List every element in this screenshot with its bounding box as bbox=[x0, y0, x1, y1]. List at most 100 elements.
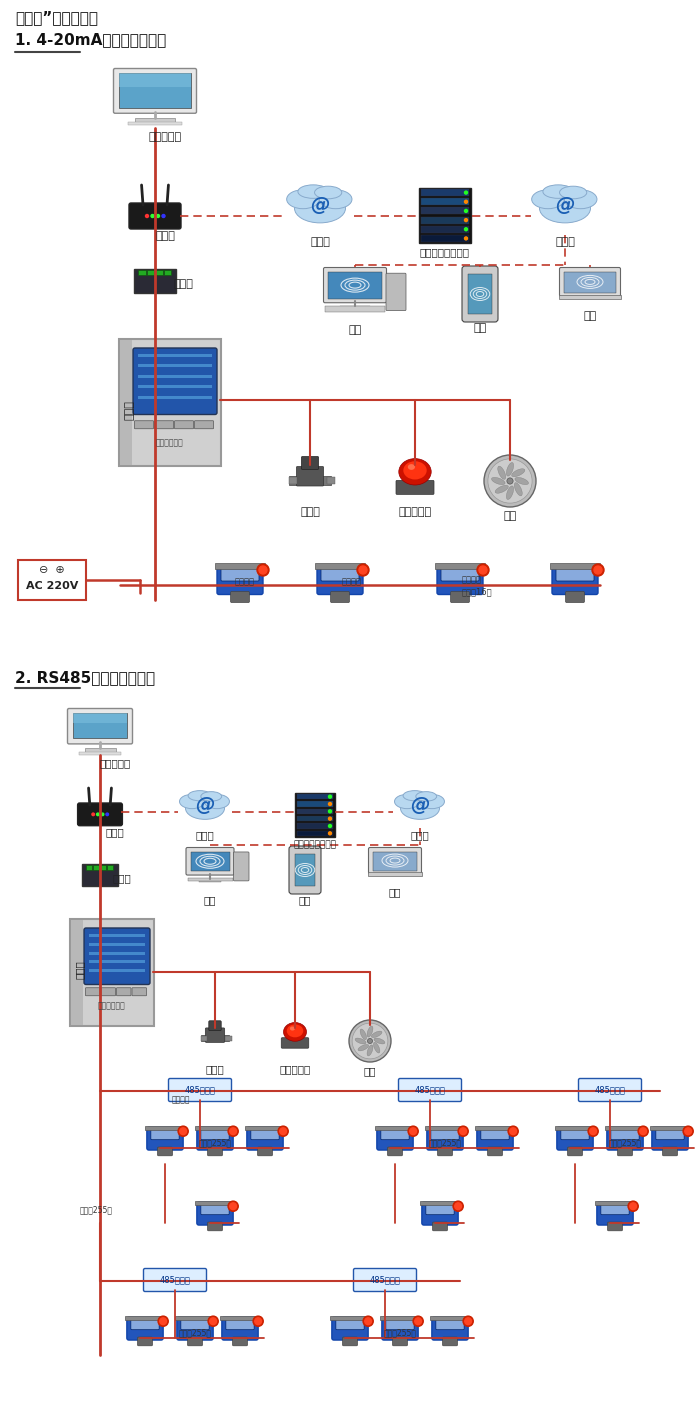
Circle shape bbox=[465, 1318, 472, 1324]
Bar bbox=[89, 951, 145, 954]
FancyBboxPatch shape bbox=[289, 846, 321, 893]
FancyBboxPatch shape bbox=[186, 847, 234, 875]
Bar bbox=[245, 1126, 285, 1130]
Bar bbox=[188, 878, 232, 881]
Bar bbox=[125, 1316, 165, 1320]
FancyBboxPatch shape bbox=[302, 456, 318, 470]
FancyBboxPatch shape bbox=[247, 1127, 283, 1150]
FancyBboxPatch shape bbox=[174, 421, 193, 429]
Bar bbox=[100, 865, 106, 870]
Bar bbox=[138, 386, 212, 388]
Text: 互联网: 互联网 bbox=[411, 830, 429, 840]
Text: 信号输出: 信号输出 bbox=[462, 575, 482, 584]
FancyBboxPatch shape bbox=[101, 988, 116, 996]
FancyBboxPatch shape bbox=[617, 1147, 633, 1155]
Ellipse shape bbox=[491, 477, 505, 484]
Bar bbox=[650, 1126, 690, 1130]
Text: 485中继器: 485中继器 bbox=[594, 1085, 625, 1095]
Bar bbox=[138, 364, 212, 367]
Bar bbox=[330, 1316, 370, 1320]
Text: 路由器: 路由器 bbox=[155, 231, 175, 241]
Circle shape bbox=[453, 1202, 463, 1211]
Bar bbox=[71, 920, 83, 1026]
Bar bbox=[327, 477, 335, 484]
Text: 可连接255台: 可连接255台 bbox=[608, 1138, 641, 1147]
Text: 可连接255台: 可连接255台 bbox=[178, 1328, 211, 1337]
FancyBboxPatch shape bbox=[134, 421, 153, 429]
Text: 声光报警器: 声光报警器 bbox=[279, 1064, 311, 1074]
Bar bbox=[107, 865, 113, 870]
Text: 转换器: 转换器 bbox=[113, 872, 132, 884]
Text: 单机版电脑: 单机版电脑 bbox=[99, 758, 131, 768]
Ellipse shape bbox=[298, 184, 328, 198]
Circle shape bbox=[257, 564, 269, 575]
Bar bbox=[555, 1126, 595, 1130]
Circle shape bbox=[208, 1316, 218, 1327]
FancyBboxPatch shape bbox=[568, 1147, 582, 1155]
FancyBboxPatch shape bbox=[438, 1147, 452, 1155]
Ellipse shape bbox=[559, 186, 587, 198]
Ellipse shape bbox=[495, 485, 508, 494]
Text: 信号输出: 信号输出 bbox=[342, 577, 362, 585]
FancyBboxPatch shape bbox=[566, 591, 584, 602]
Text: 报警控制主机: 报警控制主机 bbox=[98, 1002, 126, 1010]
Bar bbox=[328, 272, 382, 298]
Bar bbox=[595, 1200, 635, 1206]
Text: @: @ bbox=[410, 796, 430, 816]
Text: 485中继器: 485中继器 bbox=[185, 1085, 216, 1095]
FancyBboxPatch shape bbox=[607, 1127, 643, 1150]
Bar bbox=[421, 217, 469, 224]
FancyBboxPatch shape bbox=[481, 1130, 509, 1140]
FancyBboxPatch shape bbox=[396, 480, 434, 494]
Ellipse shape bbox=[399, 459, 431, 485]
FancyBboxPatch shape bbox=[201, 1204, 229, 1214]
Circle shape bbox=[484, 454, 536, 507]
Bar bbox=[89, 969, 145, 972]
Bar bbox=[73, 713, 127, 739]
FancyBboxPatch shape bbox=[611, 1130, 639, 1140]
Circle shape bbox=[102, 813, 104, 816]
Bar bbox=[297, 816, 333, 822]
Ellipse shape bbox=[360, 1029, 367, 1040]
Circle shape bbox=[638, 1126, 648, 1137]
Text: 互联网: 互联网 bbox=[310, 236, 330, 248]
Ellipse shape bbox=[512, 469, 525, 477]
FancyBboxPatch shape bbox=[201, 1130, 229, 1140]
FancyBboxPatch shape bbox=[217, 566, 263, 595]
Circle shape bbox=[465, 191, 468, 194]
Bar bbox=[128, 122, 182, 125]
FancyBboxPatch shape bbox=[388, 1147, 402, 1155]
Ellipse shape bbox=[564, 190, 597, 208]
Bar bbox=[201, 1036, 230, 1041]
Circle shape bbox=[365, 1318, 372, 1324]
Circle shape bbox=[594, 566, 602, 574]
FancyBboxPatch shape bbox=[234, 853, 249, 881]
FancyBboxPatch shape bbox=[207, 1223, 223, 1231]
FancyBboxPatch shape bbox=[398, 1079, 461, 1102]
Bar bbox=[421, 189, 469, 196]
FancyBboxPatch shape bbox=[330, 591, 349, 602]
Ellipse shape bbox=[188, 791, 211, 801]
Circle shape bbox=[349, 1020, 391, 1062]
FancyBboxPatch shape bbox=[221, 568, 259, 581]
Text: 转换器: 转换器 bbox=[173, 279, 193, 288]
Ellipse shape bbox=[367, 1026, 373, 1037]
Circle shape bbox=[210, 1318, 216, 1324]
FancyBboxPatch shape bbox=[557, 1127, 593, 1150]
Bar bbox=[120, 340, 132, 464]
Bar bbox=[475, 1126, 515, 1130]
Ellipse shape bbox=[314, 186, 342, 198]
Text: 485中继器: 485中继器 bbox=[160, 1276, 190, 1285]
Circle shape bbox=[162, 214, 165, 218]
Ellipse shape bbox=[355, 1038, 366, 1044]
FancyBboxPatch shape bbox=[127, 1317, 163, 1339]
Text: 终端: 终端 bbox=[389, 886, 401, 898]
Bar bbox=[564, 272, 616, 293]
Text: 通讯线: 通讯线 bbox=[75, 961, 85, 979]
Circle shape bbox=[630, 1203, 636, 1210]
FancyBboxPatch shape bbox=[226, 1320, 254, 1330]
Text: 电磁阀: 电磁阀 bbox=[300, 507, 320, 516]
Circle shape bbox=[278, 1126, 288, 1137]
FancyBboxPatch shape bbox=[382, 1317, 418, 1339]
FancyBboxPatch shape bbox=[561, 1130, 589, 1140]
